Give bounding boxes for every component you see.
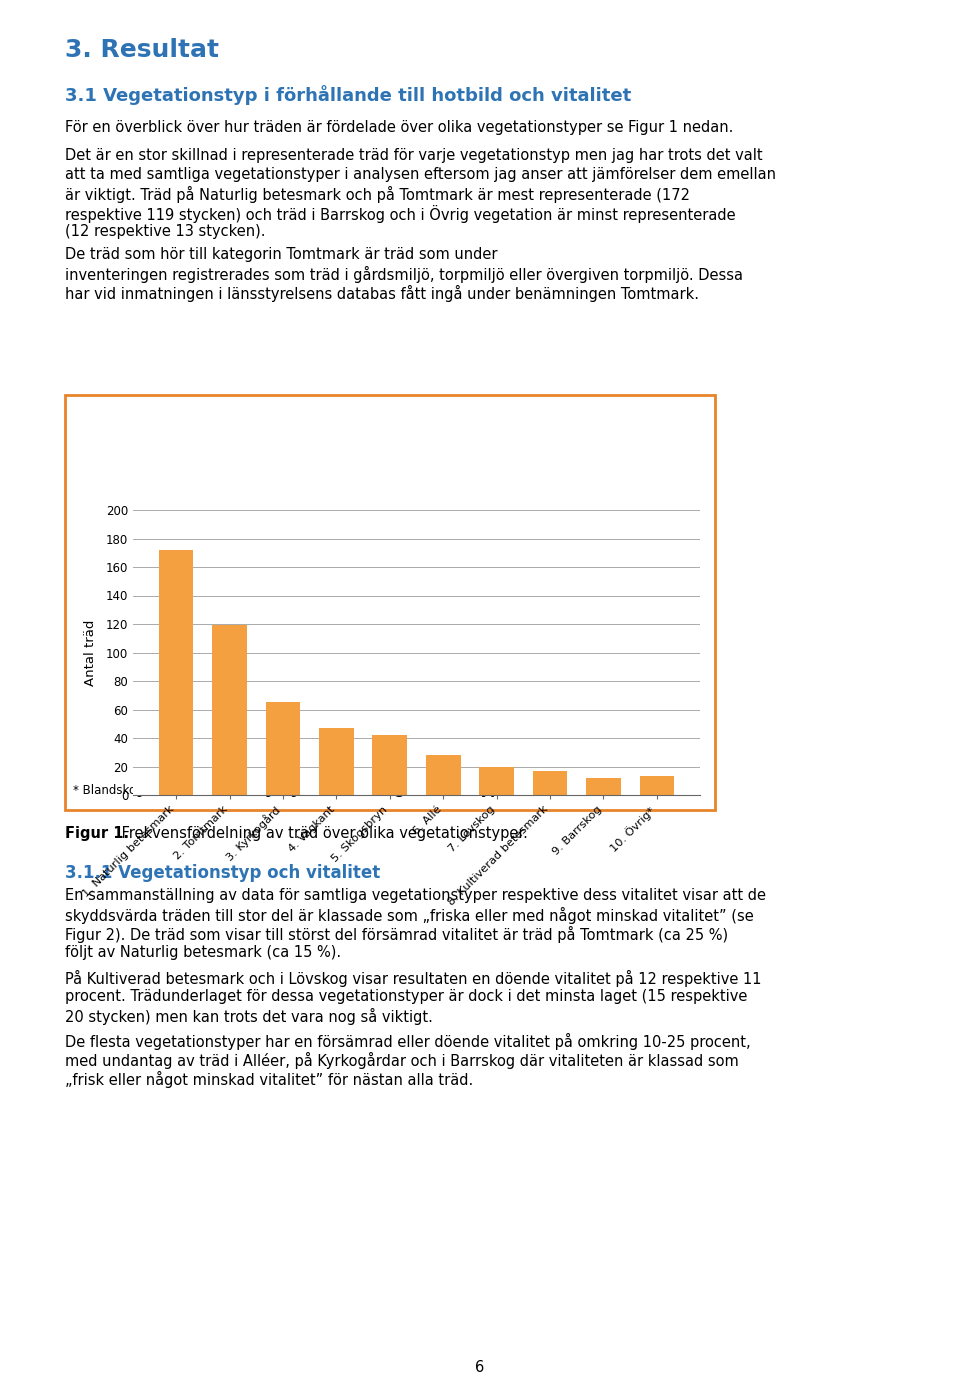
Bar	[426, 755, 461, 795]
Text: med undantag av träd i Alléer, på Kyrkogårdar och i Barrskog där vitaliteten är : med undantag av träd i Alléer, på Kyrkog…	[65, 1053, 739, 1069]
Text: Figur 1.: Figur 1.	[65, 825, 130, 841]
Text: De flesta vegetationstyper har en försämrad eller döende vitalitet på omkring 10: De flesta vegetationstyper har en försäm…	[65, 1033, 751, 1050]
Text: har vid inmatningen i länsstyrelsens databas fått ingå under benämningen Tomtmar: har vid inmatningen i länsstyrelsens dat…	[65, 285, 699, 302]
Text: Frekvensfördelning av träd över olika vegetationstyper.: Frekvensfördelning av träd över olika ve…	[117, 825, 528, 841]
Text: * Blandskog, Åker/Vall samt Övrig vegetation: * Blandskog, Åker/Vall samt Övrig vegeta…	[73, 783, 340, 796]
Text: följt av Naturlig betesmark (ca 15 %).: följt av Naturlig betesmark (ca 15 %).	[65, 945, 341, 960]
Text: 20 stycken) men kan trots det vara nog så viktigt.: 20 stycken) men kan trots det vara nog s…	[65, 1008, 433, 1025]
Text: Det är en stor skillnad i representerade träd för varje vegetationstyp men jag h: Det är en stor skillnad i representerade…	[65, 148, 762, 163]
Text: De träd som hör till kategorin Tomtmark är träd som under: De träd som hör till kategorin Tomtmark …	[65, 247, 497, 262]
Text: att ta med samtliga vegetationstyper i analysen eftersom jag anser att jämförels: att ta med samtliga vegetationstyper i a…	[65, 168, 776, 181]
Text: skyddsvärda träden till stor del är klassade som „friska eller med något minskad: skyddsvärda träden till stor del är klas…	[65, 907, 754, 924]
Text: Figur 2). De träd som visar till störst del försämrad vitalitet är träd på Tomtm: Figur 2). De träd som visar till störst …	[65, 927, 728, 943]
Text: är viktigt. Träd på Naturlig betesmark och på Tomtmark är mest representerade (1: är viktigt. Träd på Naturlig betesmark o…	[65, 186, 690, 204]
Text: 3.1 Vegetationstyp i förhållande till hotbild och vitalitet: 3.1 Vegetationstyp i förhållande till ho…	[65, 84, 632, 105]
Bar	[479, 766, 514, 795]
Bar	[372, 735, 407, 795]
Text: 6: 6	[475, 1360, 485, 1375]
Bar	[533, 771, 567, 795]
FancyBboxPatch shape	[65, 395, 715, 810]
Text: För en överblick över hur träden är fördelade över olika vegetationstyper se Fig: För en överblick över hur träden är förd…	[65, 120, 733, 134]
Text: inventeringen registrerades som träd i gårdsmiljö, torpmiljö eller övergiven tor: inventeringen registrerades som träd i g…	[65, 266, 743, 283]
Bar	[319, 729, 353, 795]
Text: procent. Trädunderlaget för dessa vegetationstyper är dock i det minsta laget (1: procent. Trädunderlaget för dessa vegeta…	[65, 989, 748, 1004]
Text: respektive 119 stycken) och träd i Barrskog och i Övrig vegetation är minst repr: respektive 119 stycken) och träd i Barrs…	[65, 205, 735, 223]
Text: „frisk eller något minskad vitalitet” för nästan alla träd.: „frisk eller något minskad vitalitet” fö…	[65, 1071, 473, 1089]
Text: En sammanställning av data för samtliga vegetationstyper respektive dess vitalit: En sammanställning av data för samtliga …	[65, 888, 766, 903]
Text: På Kultiverad betesmark och i Lövskog visar resultaten en döende vitalitet på 12: På Kultiverad betesmark och i Lövskog vi…	[65, 969, 761, 988]
Bar	[639, 777, 674, 795]
Bar	[587, 778, 621, 795]
Text: Vegetationstyp: Vegetationstyp	[375, 783, 502, 796]
Text: (12 respektive 13 stycken).: (12 respektive 13 stycken).	[65, 224, 266, 240]
Y-axis label: Antal träd: Antal träd	[84, 619, 97, 686]
Text: 3. Resultat: 3. Resultat	[65, 37, 219, 62]
Bar	[266, 702, 300, 795]
Bar	[212, 626, 247, 795]
Bar	[158, 550, 194, 795]
Text: 3.1.1 Vegetationstyp och vitalitet: 3.1.1 Vegetationstyp och vitalitet	[65, 864, 380, 882]
